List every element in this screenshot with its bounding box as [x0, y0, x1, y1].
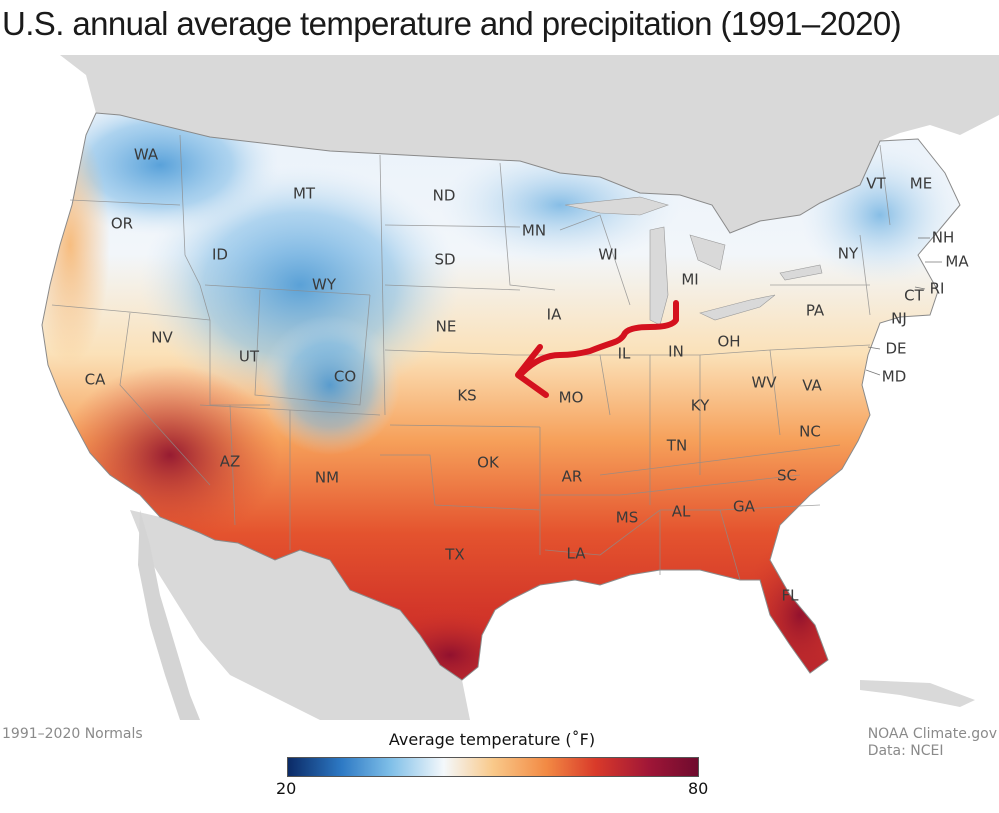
state-label-ri: RI [930, 280, 945, 298]
state-label-wv: WV [751, 374, 777, 392]
state-label-in: IN [668, 343, 684, 361]
state-label-or: OR [111, 215, 133, 233]
state-label-ca: CA [85, 371, 106, 389]
source-credit: NOAA Climate.gov Data: NCEI [868, 726, 997, 760]
state-label-wy: WY [312, 276, 337, 294]
state-label-al: AL [672, 503, 691, 521]
normals-period-label: 1991–2020 Normals [2, 726, 143, 742]
credit-text: NOAA Climate.gov [867, 726, 997, 742]
state-label-mt: MT [293, 185, 316, 203]
legend-max-label: 80 [688, 779, 709, 798]
state-label-ny: NY [838, 245, 859, 263]
state-label-co: CO [334, 368, 356, 386]
legend-min-label: 20 [276, 779, 297, 798]
state-label-nh: NH [932, 229, 955, 247]
state-label-wi: WI [598, 246, 617, 264]
state-label-me: ME [910, 175, 932, 193]
state-label-mi: MI [681, 271, 698, 289]
state-label-nm: NM [315, 469, 339, 487]
legend-title: Average temperature (˚F) [388, 730, 596, 749]
state-label-ut: UT [239, 348, 260, 366]
state-label-pa: PA [806, 302, 825, 320]
data-source-text: Data: NCEI [867, 743, 944, 759]
state-label-ok: OK [477, 454, 500, 472]
state-label-nv: NV [151, 329, 173, 347]
state-label-mn: MN [522, 222, 546, 240]
state-label-nd: ND [433, 187, 456, 205]
state-label-md: MD [882, 368, 907, 386]
state-label-sc: SC [777, 467, 797, 485]
lake-huron [689, 234, 726, 271]
state-label-ms: MS [616, 509, 638, 527]
temperature-map: WA OR CA NV ID MT WY UT CO AZ NM ND SD N… [0, 55, 999, 720]
state-label-ne: NE [436, 318, 457, 336]
state-label-nj: NJ [891, 310, 907, 328]
state-label-nc: NC [799, 423, 821, 441]
lake-ontario [779, 264, 823, 281]
state-label-tn: TN [666, 437, 687, 455]
state-label-ks: KS [457, 387, 476, 405]
red-arrow-annotation [515, 300, 679, 398]
state-labels: WA OR CA NV ID MT WY UT CO AZ NM ND SD N… [85, 146, 970, 605]
state-label-ky: KY [691, 397, 710, 415]
lake-michigan [649, 226, 669, 326]
state-label-tx: TX [444, 546, 464, 564]
map-title: U.S. annual average temperature and prec… [2, 5, 902, 42]
state-label-id: ID [212, 246, 228, 264]
baja-peninsula [138, 510, 200, 720]
state-borders [51, 134, 891, 581]
canada-landmass [60, 55, 999, 233]
state-label-oh: OH [717, 333, 740, 351]
state-label-fl: FL [782, 587, 800, 605]
mexico-landmass [130, 510, 470, 720]
state-label-ma: MA [945, 253, 969, 271]
label-leader-lines [865, 237, 942, 376]
lake-superior [564, 196, 669, 216]
state-label-ga: GA [733, 498, 756, 516]
state-label-mo: MO [559, 389, 584, 407]
state-label-ct: CT [904, 287, 924, 305]
map-svg: WA OR CA NV ID MT WY UT CO AZ NM ND SD N… [0, 55, 999, 720]
state-label-sd: SD [434, 251, 455, 269]
state-label-va: VA [802, 377, 822, 395]
cuba-island [860, 680, 975, 707]
lake-erie [699, 294, 776, 321]
state-label-wa: WA [134, 146, 159, 164]
state-label-az: AZ [220, 453, 241, 471]
state-label-de: DE [885, 340, 906, 358]
state-label-ar: AR [562, 468, 583, 486]
legend-color-bar [287, 757, 699, 777]
state-label-la: LA [567, 545, 587, 563]
state-label-ia: IA [547, 306, 562, 324]
state-label-vt: VT [866, 175, 886, 193]
state-label-il: IL [618, 345, 631, 363]
